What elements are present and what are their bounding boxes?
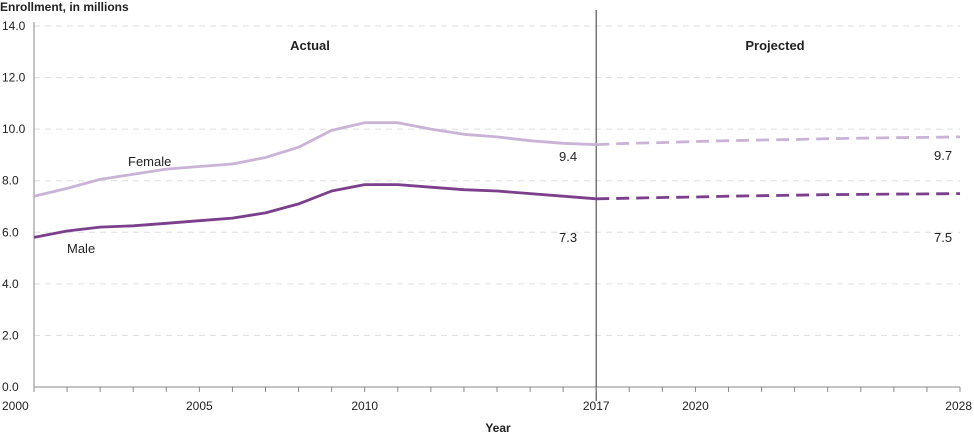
x-tick-label: 2017 [583, 399, 610, 413]
y-tick-label: 2.0 [2, 328, 19, 342]
y-tick-label: 8.0 [2, 174, 19, 188]
y-tick-label: 10.0 [2, 122, 26, 136]
y-tick-label: 14.0 [2, 19, 26, 33]
male-projected-line [596, 192, 961, 201]
x-tick-label: 2020 [682, 399, 709, 413]
male-series-label: Male [67, 241, 95, 256]
female-projected-line [596, 135, 961, 146]
gridlines [34, 25, 960, 336]
series-lines [33, 121, 961, 239]
y-axis-ticks: 0.0 2.0 4.0 6.0 8.0 10.0 12.0 14.0 [2, 19, 26, 394]
y-axis-label: Enrollment, in millions [0, 0, 129, 14]
male-2028-value-label: 7.5 [934, 230, 952, 245]
y-tick-label: 6.0 [2, 225, 19, 239]
female-2017-value-label: 9.4 [559, 149, 577, 164]
x-axis-label: Year [485, 421, 511, 433]
region-label-actual: Actual [290, 38, 330, 53]
female-2028-value-label: 9.7 [934, 148, 952, 163]
x-tick-label: 2010 [351, 399, 378, 413]
y-tick-label: 12.0 [2, 71, 26, 85]
region-label-projected: Projected [745, 38, 804, 53]
x-axis-ticks: 2000 2005 2010 2017 2020 2028 [2, 387, 972, 413]
x-tick-label: 2000 [2, 399, 29, 413]
axes [33, 10, 960, 401]
y-tick-label: 0.0 [2, 380, 19, 394]
female-series-label: Female [128, 154, 171, 169]
male-2017-value-label: 7.3 [559, 230, 577, 245]
y-tick-label: 4.0 [2, 277, 19, 291]
x-tick-label: 2005 [186, 399, 213, 413]
x-tick-label: 2028 [945, 399, 972, 413]
female-actual-line [33, 121, 597, 198]
male-actual-line [33, 183, 597, 239]
